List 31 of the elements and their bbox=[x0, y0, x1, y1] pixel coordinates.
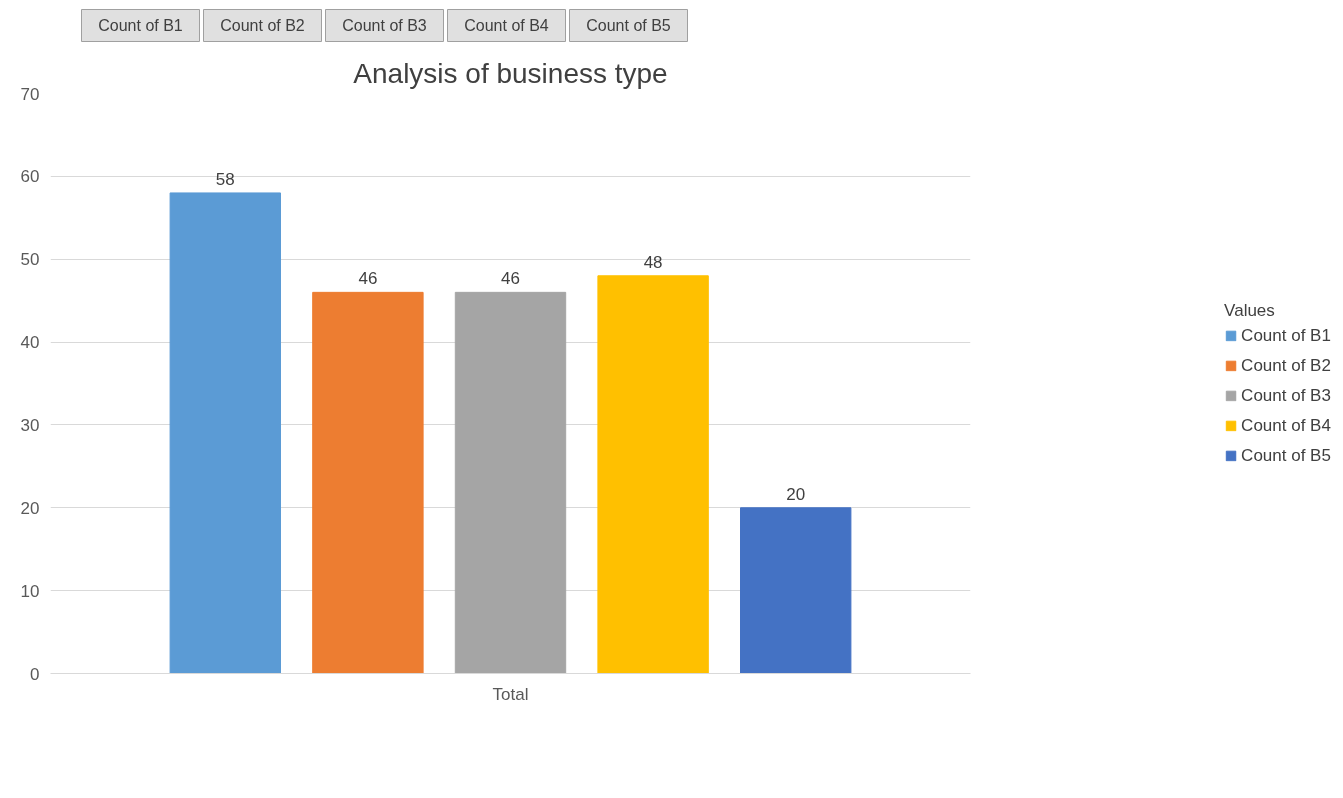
legend-title: Values bbox=[1224, 300, 1276, 321]
chart-title: Analysis of business type bbox=[353, 57, 668, 89]
y-tick-label: 70 bbox=[20, 84, 40, 104]
legend-label: Count of B3 bbox=[1241, 385, 1331, 406]
y-tick-label: 40 bbox=[20, 333, 40, 353]
text: Count of B2 bbox=[220, 17, 305, 34]
legend-label: Count of B4 bbox=[1241, 415, 1331, 436]
y-tick-label: 0 bbox=[30, 664, 40, 684]
x-tick-label: Total bbox=[492, 684, 529, 704]
bar bbox=[740, 507, 852, 674]
data-label: 58 bbox=[215, 169, 235, 189]
y-tick-label: 20 bbox=[20, 498, 40, 518]
text: Count of B5 bbox=[586, 17, 671, 34]
y-tick-label: 30 bbox=[20, 415, 40, 435]
text: Count of B4 bbox=[464, 17, 549, 34]
bar bbox=[454, 291, 567, 674]
text: Count of B1 bbox=[98, 17, 183, 34]
y-tick-label: 10 bbox=[20, 581, 40, 601]
bar bbox=[597, 275, 709, 674]
data-label: 46 bbox=[501, 269, 520, 289]
data-label: 48 bbox=[643, 252, 663, 272]
y-tick-label: 50 bbox=[20, 250, 40, 270]
data-label: 46 bbox=[358, 269, 378, 289]
y-tick-label: 60 bbox=[20, 167, 40, 187]
bar bbox=[312, 291, 424, 674]
data-label: 20 bbox=[786, 484, 806, 504]
legend-label: Count of B5 bbox=[1241, 445, 1331, 466]
legend-label: Count of B1 bbox=[1241, 325, 1331, 346]
bar bbox=[169, 192, 281, 674]
legend-label: Count of B2 bbox=[1241, 355, 1331, 376]
text: Count of B3 bbox=[342, 17, 427, 34]
